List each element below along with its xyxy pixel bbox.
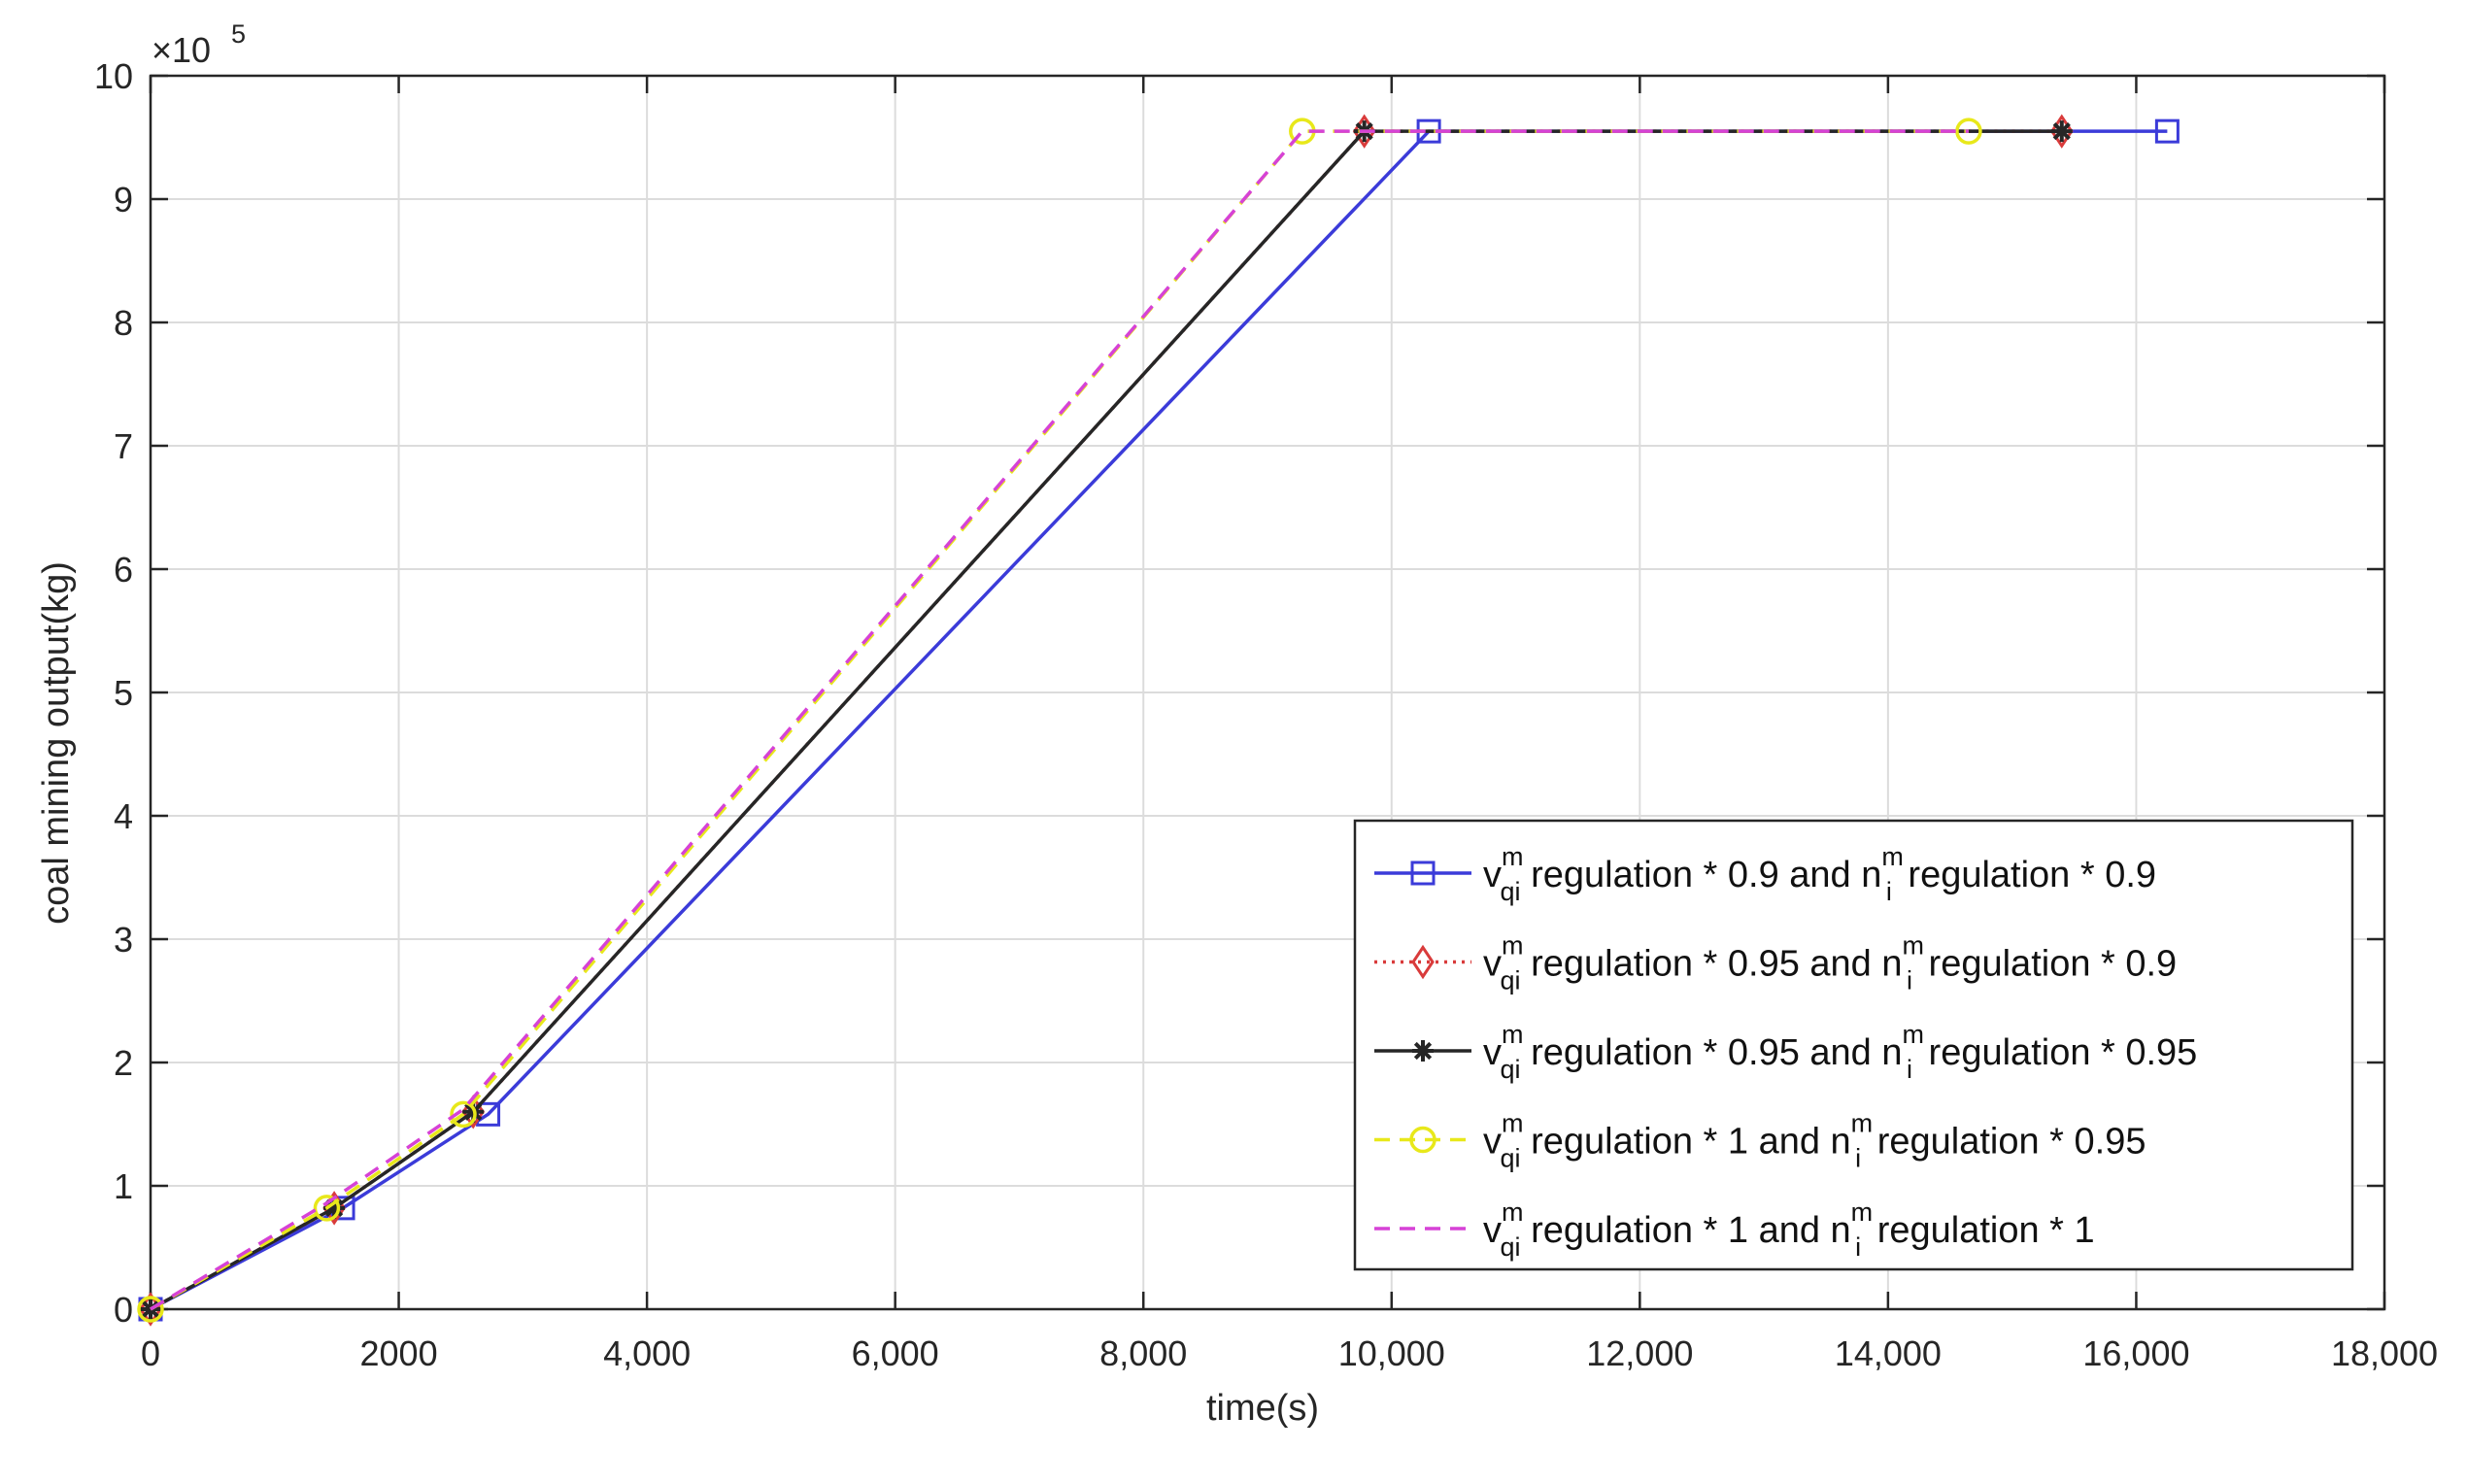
y-axis-label: coal mining output(kg): [36, 561, 77, 925]
y-tick-label: 10: [94, 56, 133, 96]
y-tick-label: 8: [114, 303, 133, 343]
legend-sub: qi: [1501, 877, 1521, 906]
legend-label: vm qi regulation * 1 and nm i regulation *…: [1483, 1197, 2095, 1262]
legend-label: vm qi regulation * 0.95 and nm i regulatio…: [1483, 1020, 2197, 1084]
legend-symbol-v: v: [1483, 855, 1502, 895]
legend-sup: m: [1903, 931, 1925, 961]
legend-label: vm qi regulation * 0.95 and nm i regulatio…: [1483, 931, 2177, 995]
y-tick-label: 6: [114, 550, 133, 590]
legend-symbol-n: n: [1831, 1122, 1851, 1163]
legend-text-tail: regulation * 0.9: [1918, 944, 2177, 985]
data-point: [137, 1296, 164, 1323]
x-axis-label: time(s): [1206, 1388, 1319, 1429]
legend-sup: m: [1502, 1197, 1524, 1227]
star-stroke: [324, 1198, 344, 1217]
y-tick-label: 9: [114, 180, 133, 219]
legend-text-mid: regulation * 1 and: [1521, 1210, 1831, 1251]
legend-text-tail: regulation * 0.9: [1898, 855, 2156, 895]
legend-symbol-n: n: [1831, 1210, 1851, 1251]
tick-labels: 0 2000 4,000 6,000 8,000 10,000 12,000 14,000 16…: [94, 56, 2438, 1373]
x-tick-label: 10,000: [1338, 1333, 1445, 1373]
legend-sub: i: [1907, 1055, 1912, 1084]
legend-sub: i: [1855, 1232, 1861, 1262]
legend-text-mid: regulation * 0.9 and: [1521, 855, 1862, 895]
data-point: [2050, 120, 2073, 143]
legend-text-mid: regulation * 0.95 and: [1521, 1032, 1882, 1073]
legend-symbol-n: n: [1881, 944, 1902, 985]
legend-symbol-n: n: [1861, 855, 1881, 895]
legend-text-tail: regulation * 1: [1867, 1210, 2095, 1251]
legend-entry-5: vm qi regulation * 1 and nm i regulation *…: [1374, 1197, 2095, 1262]
legend-entry-4: vm qi regulation * 1 and nm i regulation *…: [1374, 1109, 2146, 1173]
x-tick-label: 16,000: [2082, 1333, 2189, 1373]
y-tick-label: 3: [114, 920, 133, 960]
legend-symbol-n: n: [1881, 1032, 1902, 1073]
legend-entry-1: vm qi regulation * 0.9 and nm i regulation…: [1374, 842, 2156, 906]
y-exponent-power: 5: [231, 19, 246, 49]
legend-sub: i: [1855, 1144, 1861, 1173]
series-5: [150, 129, 1969, 1311]
y-exponent-base: ×10: [152, 30, 211, 70]
legend-text-mid: regulation * 1 and: [1521, 1122, 1831, 1163]
legend-marker: [1412, 1040, 1434, 1062]
y-tick-label: 0: [114, 1290, 133, 1330]
legend-marker: [1410, 860, 1436, 886]
legend-sup: m: [1851, 1109, 1874, 1138]
y-tick-label: 7: [114, 426, 133, 466]
legend-marker: [1411, 944, 1435, 980]
legend-sub: qi: [1501, 1055, 1521, 1084]
x-tick-label: 6,000: [852, 1333, 939, 1373]
x-tick-label: 4,000: [603, 1333, 691, 1373]
legend-sup: m: [1502, 842, 1524, 871]
legend-sub: i: [1907, 966, 1912, 995]
y-tick-label: 1: [114, 1166, 133, 1206]
series-lines: [137, 114, 2180, 1327]
x-tick-label: 0: [141, 1333, 160, 1373]
x-tick-label: 8,000: [1099, 1333, 1187, 1373]
legend-marker: [1409, 1126, 1436, 1154]
legend-sub: i: [1886, 877, 1892, 906]
legend-entry-3: vm qi regulation * 0.95 and nm i regulatio…: [1374, 1020, 2197, 1084]
x-tick-label: 2000: [360, 1333, 438, 1373]
legend-sub: qi: [1501, 1232, 1521, 1262]
legend-sub: qi: [1501, 1144, 1521, 1173]
data-point: [450, 1100, 477, 1129]
legend-sup: m: [1903, 1020, 1925, 1049]
legend-sup: m: [1502, 1109, 1524, 1138]
legend-sup: m: [1851, 1197, 1874, 1227]
y-exponent-label: ×10 5: [152, 19, 246, 70]
legend-label: vm qi regulation * 0.9 and nm i regulation…: [1483, 842, 2156, 906]
legend-symbol-v: v: [1483, 1032, 1502, 1073]
legend: vm qi regulation * 0.9 and nm i regulation…: [1353, 819, 2354, 1271]
y-tick-label: 2: [114, 1043, 133, 1083]
legend-symbol-v: v: [1483, 944, 1502, 985]
legend-text-tail: regulation * 0.95: [1918, 1032, 2197, 1073]
x-tick-label: 18,000: [2331, 1333, 2438, 1373]
x-tick-label: 14,000: [1835, 1333, 1942, 1373]
data-point: [1955, 118, 1982, 145]
star-stroke: [1413, 1041, 1433, 1061]
legend-sub: qi: [1501, 966, 1521, 995]
legend-sup: m: [1502, 931, 1524, 961]
legend-text-mid: regulation * 0.95 and: [1521, 944, 1882, 985]
legend-label: vm qi regulation * 1 and nm i regulation *…: [1483, 1109, 2146, 1173]
data-point: [2154, 118, 2180, 144]
legend-sup: m: [1881, 842, 1904, 871]
series-line: [150, 129, 1969, 1311]
legend-symbol-v: v: [1483, 1122, 1502, 1163]
legend-text-tail: regulation * 0.95: [1867, 1122, 2146, 1163]
star-stroke: [2052, 122, 2071, 141]
axes: [149, 74, 2386, 1311]
legend-box: [1353, 819, 2354, 1271]
y-tick-label: 4: [114, 796, 133, 836]
legend-sup: m: [1502, 1020, 1524, 1049]
data-point: [313, 1195, 341, 1222]
x-tick-label: 12,000: [1586, 1333, 1693, 1373]
legend-symbol-v: v: [1483, 1210, 1502, 1251]
y-tick-label: 5: [114, 673, 133, 713]
legend-entry-2: vm qi regulation * 0.95 and nm i regulatio…: [1374, 931, 2177, 995]
